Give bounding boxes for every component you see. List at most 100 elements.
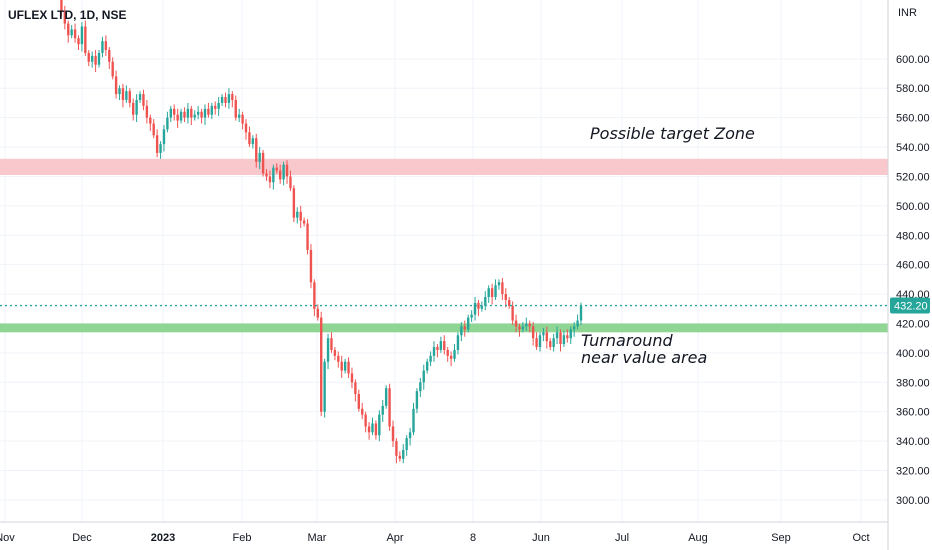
candle: [384, 385, 388, 409]
candle: [309, 244, 313, 289]
candle: [169, 105, 173, 123]
candle: [425, 358, 429, 374]
candle: [521, 322, 525, 333]
candle: [135, 94, 138, 123]
candle: [166, 111, 169, 133]
candle: [449, 351, 453, 367]
candle: [306, 219, 309, 255]
candle: [398, 451, 402, 462]
candle: [337, 351, 340, 368]
candle: [272, 164, 275, 190]
candle: [579, 302, 583, 325]
y-tick-label: 380.00: [896, 377, 930, 389]
candle: [145, 99, 149, 124]
y-tick-label: 360.00: [896, 407, 930, 419]
x-tick-label: Aug: [688, 532, 708, 544]
candle: [282, 161, 285, 186]
candle: [193, 110, 196, 121]
last-price-tag: 432.20: [890, 297, 930, 314]
candle: [531, 322, 535, 346]
candle: [490, 283, 494, 305]
candle: [217, 97, 220, 117]
candle: [494, 279, 497, 300]
candle: [278, 164, 282, 184]
y-tick-label: 480.00: [896, 230, 930, 242]
candle: [470, 310, 473, 323]
y-tick-label: 580.00: [896, 83, 930, 95]
candle: [456, 332, 460, 355]
candle: [292, 185, 296, 223]
candle: [350, 367, 354, 389]
candle: [251, 135, 255, 149]
chart-title: UFLEX LTD, 1D, NSE: [8, 8, 126, 22]
candle: [101, 36, 104, 58]
candle: [70, 24, 73, 39]
annotation-turnaround: Turnaround: [581, 331, 673, 350]
y-tick-label: 520.00: [896, 171, 930, 183]
candle: [285, 160, 289, 184]
y-tick-label: 340.00: [896, 436, 930, 448]
currency-label: INR: [898, 7, 917, 19]
y-tick-label: 400.00: [896, 348, 930, 360]
candle: [374, 420, 378, 440]
candle: [190, 105, 193, 125]
candle: [132, 98, 135, 121]
candle: [484, 291, 487, 311]
x-tick-label: Jun: [532, 532, 550, 544]
candle: [313, 279, 316, 317]
candle: [408, 427, 412, 446]
x-tick-label: Sep: [771, 532, 791, 544]
target-zone: [0, 158, 888, 175]
candle: [542, 327, 545, 342]
candle: [477, 299, 480, 317]
candle: [241, 111, 244, 130]
candle: [118, 85, 121, 100]
candle: [275, 163, 278, 174]
candle: [528, 320, 531, 333]
candle: [268, 170, 272, 189]
candle: [501, 277, 504, 300]
candle: [111, 57, 114, 80]
candles: [60, 0, 583, 464]
zones: [0, 158, 888, 333]
candle: [388, 383, 391, 431]
candle: [381, 399, 384, 423]
x-tick-label: Feb: [233, 532, 252, 544]
candle: [422, 364, 425, 390]
candle: [371, 417, 374, 436]
candle: [80, 22, 84, 52]
candle: [234, 95, 237, 121]
candle: [128, 88, 131, 108]
candle: [142, 89, 145, 111]
candle: [453, 344, 456, 362]
x-tick-label: Apr: [386, 532, 403, 544]
candle: [155, 129, 159, 158]
y-tick-label: 560.00: [896, 113, 930, 125]
x-tick-label: Mar: [308, 532, 327, 544]
x-tick-label: Jul: [615, 532, 629, 544]
candle: [347, 357, 350, 378]
candle: [176, 108, 179, 128]
candle: [538, 332, 542, 352]
candle: [391, 420, 395, 448]
x-tick-label: 2023: [151, 532, 175, 544]
candle: [555, 326, 559, 345]
candle: [186, 102, 190, 124]
value-area: [0, 323, 888, 333]
candle: [296, 207, 299, 224]
candle: [227, 88, 231, 109]
candle: [289, 170, 292, 192]
candle: [330, 332, 333, 353]
candle: [415, 388, 419, 414]
candle: [138, 91, 142, 103]
candle: [354, 379, 357, 402]
candle: [364, 411, 367, 433]
candle: [333, 347, 337, 361]
candle: [261, 149, 265, 177]
candle: [84, 20, 87, 56]
candle: [104, 35, 108, 56]
candle: [63, 5, 67, 30]
candle: [159, 141, 162, 159]
candle: [340, 355, 343, 378]
